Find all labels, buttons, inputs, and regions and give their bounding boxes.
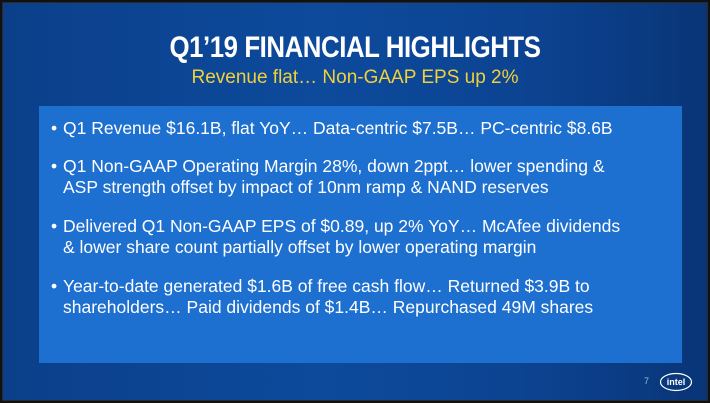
bullet-item-operating-margin: • Q1 Non-GAAP Operating Margin 28%, down… xyxy=(51,156,674,198)
slide-title: Q1’19 FINANCIAL HIGHLIGHTS xyxy=(169,31,541,64)
bullet-item-cash-flow: • Year-to-date generated $1.6B of free c… xyxy=(51,276,674,318)
bullet-item-eps: • Delivered Q1 Non-GAAP EPS of $0.89, up… xyxy=(51,216,674,258)
highlights-panel: • Q1 Revenue $16.1B, flat YoY… Data-cent… xyxy=(39,106,682,363)
bullet-marker: • xyxy=(51,216,58,236)
bullet-line: ASP strength offset by impact of 10nm ra… xyxy=(63,177,549,197)
bullet-line: Delivered Q1 Non-GAAP EPS of $0.89, up 2… xyxy=(63,216,621,236)
bullet-line: Q1 Revenue $16.1B, flat YoY… Data-centri… xyxy=(63,118,613,138)
bullet-item-revenue: • Q1 Revenue $16.1B, flat YoY… Data-cent… xyxy=(51,118,674,139)
intel-logo: intel xyxy=(659,372,693,392)
bullet-line: shareholders… Paid dividends of $1.4B… R… xyxy=(63,297,594,317)
logo-text: intel xyxy=(667,377,686,387)
bullet-line: Year-to-date generated $1.6B of free cas… xyxy=(63,276,590,296)
bullet-marker: • xyxy=(51,156,58,176)
page-number: 7 xyxy=(643,376,649,386)
bullet-marker: • xyxy=(51,276,58,296)
bullet-marker: • xyxy=(51,118,58,138)
slide-subtitle: Revenue flat… Non-GAAP EPS up 2% xyxy=(191,67,519,88)
bullet-line: Q1 Non-GAAP Operating Margin 28%, down 2… xyxy=(63,156,605,176)
bullet-line: & lower share count partially offset by … xyxy=(63,237,537,257)
